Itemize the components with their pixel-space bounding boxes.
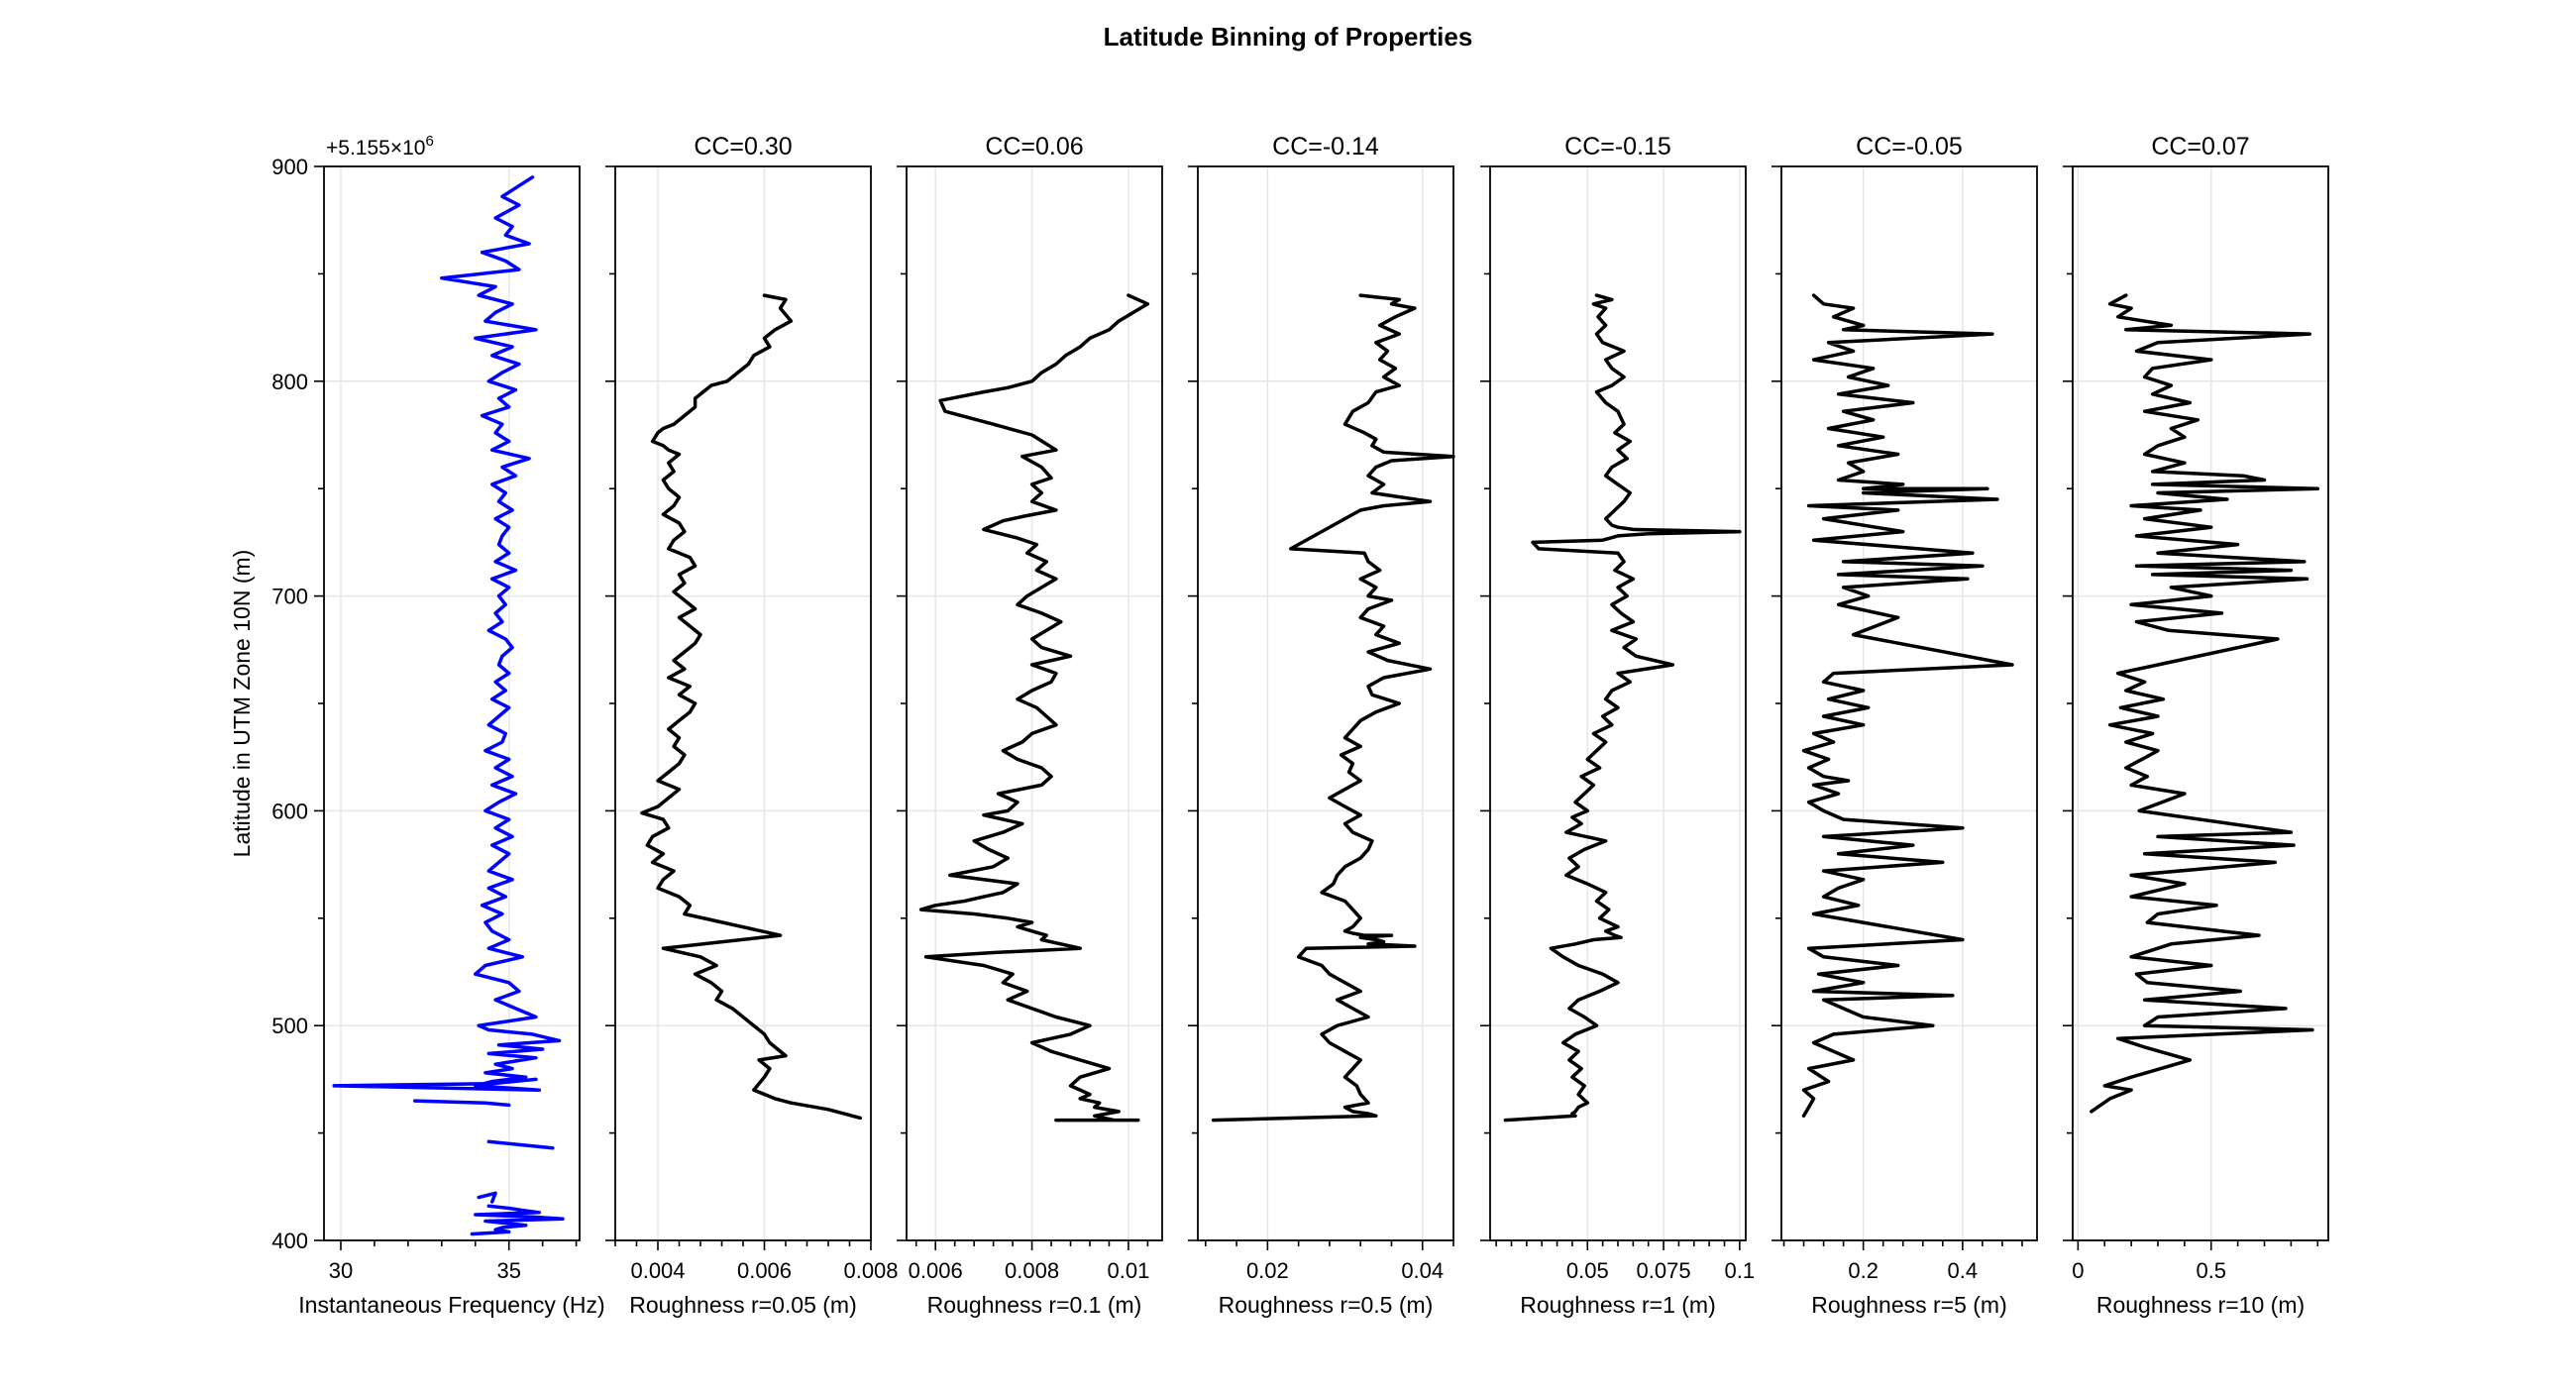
series-line (477, 1191, 497, 1204)
x-tick-label: 0.04 (1401, 1258, 1444, 1283)
axes-frame (1780, 165, 2038, 1241)
x-axis-label: Roughness r=0.1 (m) (927, 1292, 1142, 1318)
x-tick-label: 0.006 (737, 1258, 792, 1283)
series-line (470, 1204, 565, 1236)
x-tick-label: 0.05 (1566, 1258, 1609, 1283)
x-tick-label: 0.008 (1005, 1258, 1059, 1283)
x-tick-label: 0.4 (1948, 1258, 1979, 1283)
series-line (486, 1139, 555, 1150)
series-line (2090, 293, 2320, 1114)
series-line (1503, 293, 1742, 1123)
x-tick-label: 0.075 (1637, 1258, 1691, 1283)
x-tick-label: 0 (2072, 1258, 2084, 1283)
panel-title: CC=0.06 (985, 133, 1083, 161)
panel-6: 0.2 0.4 CC=-0.05 Roughness r=5 (m) (1771, 133, 2038, 1318)
panel-title: CC=0.30 (694, 133, 792, 161)
x-tick-label: 35 (496, 1258, 520, 1283)
x-tick-label: 0.01 (1108, 1258, 1150, 1283)
axes-frame (614, 165, 872, 1241)
axes-frame (323, 165, 581, 1241)
figure-title: Latitude Binning of Properties (1103, 22, 1473, 52)
y-offset-label: +5.155×106 (326, 133, 434, 160)
y-offset-exponent: 6 (425, 133, 433, 150)
x-tick-label: 0.004 (630, 1258, 685, 1283)
x-tick-label: 0.008 (843, 1258, 898, 1283)
panel-7: 0 0.5 CC=0.07 Roughness r=10 (m) (2063, 133, 2329, 1318)
panel-2: 0.004 0.006 0.008 CC=0.30 Roughness r=0.05 (… (605, 133, 899, 1318)
series-line (412, 1099, 511, 1108)
x-tick-label: 0.02 (1246, 1258, 1289, 1283)
axes-frame (1197, 165, 1454, 1241)
axes-frame (906, 165, 1163, 1241)
panel-title: CC=0.07 (2151, 133, 2249, 161)
axes-frame (2072, 165, 2329, 1241)
panel-3: 0.006 0.008 0.01 CC=0.06 Roughness r=0.1 (m) (897, 133, 1163, 1318)
panel-title: CC=-0.15 (1564, 133, 1671, 161)
series-line (640, 293, 863, 1121)
panel-title: CC=-0.05 (1856, 133, 1963, 161)
panel-4: 0.02 0.04 CC=-0.14 Roughness r=0.5 (m) (1188, 133, 1455, 1318)
y-tick-label: 700 (271, 585, 308, 609)
series-line (1801, 293, 2014, 1119)
x-tick-label: 30 (329, 1258, 353, 1283)
x-axis-label: Roughness r=10 (m) (2096, 1292, 2305, 1318)
series-line (918, 293, 1150, 1123)
y-tick-label: 400 (271, 1229, 308, 1253)
x-tick-label: 0.5 (2196, 1258, 2226, 1283)
x-axis-label: Roughness r=1 (m) (1520, 1292, 1716, 1318)
axes-frame (1489, 165, 1747, 1241)
y-axis-label: Latitude in UTM Zone 10N (m) (229, 550, 255, 858)
panel-title: CC=-0.14 (1272, 133, 1379, 161)
x-tick-label: 0.2 (1848, 1258, 1878, 1283)
x-axis-label: Roughness r=0.05 (m) (629, 1292, 856, 1318)
x-tick-label: 0.1 (1725, 1258, 1756, 1283)
x-axis-label: Roughness r=5 (m) (1811, 1292, 2007, 1318)
x-tick-label: 0.006 (909, 1258, 963, 1283)
y-tick-label: 800 (271, 370, 308, 394)
panel-5: 0.05 0.075 0.1 CC=-0.15 Roughness r=1 (m) (1480, 133, 1755, 1318)
x-axis-label: Roughness r=0.5 (m) (1219, 1292, 1434, 1318)
y-tick-label: 900 (271, 155, 308, 179)
series-line (1211, 293, 1455, 1123)
y-tick-label: 600 (271, 799, 308, 823)
y-tick-label: 500 (271, 1014, 308, 1038)
panel-1: 30 35 Instantaneous Frequency (Hz) (298, 165, 605, 1318)
x-axis-label: Instantaneous Frequency (Hz) (298, 1292, 604, 1318)
series-line (332, 175, 562, 1092)
